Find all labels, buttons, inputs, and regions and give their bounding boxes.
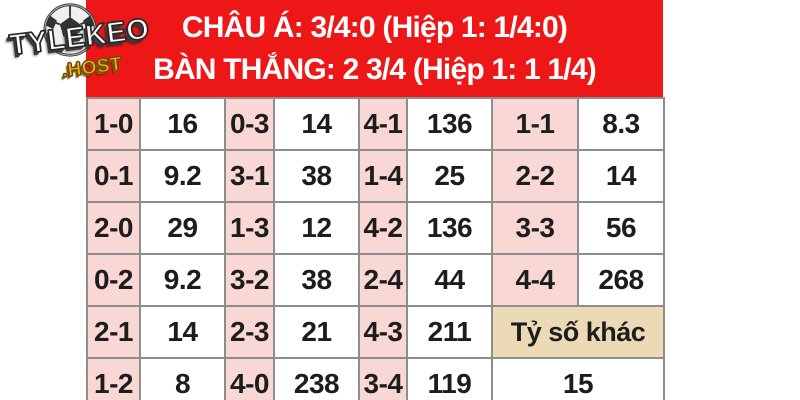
score-cell: 1-1: [491, 97, 579, 151]
table-row: 2-0 29 1-3 12 4-2 136 3-3 56: [86, 201, 665, 255]
score-cell: 2-3: [224, 305, 275, 359]
odds-header-banner: CHÂU Á: 3/4:0 (Hiệp 1: 1/4:0) BÀN THẮNG:…: [86, 0, 663, 97]
odds-cell: 238: [273, 357, 360, 400]
odds-cell: 14: [577, 149, 665, 203]
odds-cell: 38: [273, 253, 360, 307]
score-cell: 0-2: [86, 253, 141, 307]
correct-score-table: 1-0 16 0-3 14 4-1 136 1-1 8.3 0-1 9.2 3-…: [86, 97, 665, 400]
table-row: 1-2 8 4-0 238 3-4 119 15: [86, 357, 665, 400]
score-cell: 1-4: [358, 149, 408, 203]
score-cell: 3-1: [224, 149, 275, 203]
table-row: 0-2 9.2 3-2 38 2-4 44 4-4 268: [86, 253, 665, 307]
score-cell: 3-2: [224, 253, 275, 307]
odds-cell: 21: [273, 305, 360, 359]
table-row: 2-1 14 2-3 21 4-3 211 Tỷ số khác: [86, 305, 665, 359]
brand-suffix-text: .HOST: [60, 53, 124, 82]
score-cell: 2-2: [491, 149, 579, 203]
odds-cell: 268: [577, 253, 665, 307]
odds-cell: 8.3: [577, 97, 665, 151]
score-cell: 1-0: [86, 97, 141, 151]
table-row: 0-1 9.2 3-1 38 1-4 25 2-2 14: [86, 149, 665, 203]
odds-cell: 16: [139, 97, 226, 151]
score-cell: 3-3: [491, 201, 579, 255]
goal-line-text: BÀN THẮNG: 2 3/4 (Hiệp 1: 1 1/4): [153, 52, 597, 86]
score-cell: 1-2: [86, 357, 141, 400]
odds-cell: 29: [139, 201, 226, 255]
soccer-ball-icon: [43, 3, 97, 57]
score-cell: 3-4: [358, 357, 408, 400]
odds-cell: 136: [406, 97, 493, 151]
odds-cell: 25: [406, 149, 493, 203]
other-score-label-cell: Tỷ số khác: [491, 305, 665, 359]
score-cell: 1-3: [224, 201, 275, 255]
odds-cell: 211: [406, 305, 493, 359]
odds-cell: 8: [139, 357, 226, 400]
odds-cell: 56: [577, 201, 665, 255]
odds-cell: 9.2: [139, 253, 226, 307]
score-cell: 4-1: [358, 97, 408, 151]
score-cell: 2-4: [358, 253, 408, 307]
brand-logo: TYLEKEO .HOST: [7, 0, 173, 95]
score-cell: 4-2: [358, 201, 408, 255]
odds-cell: 9.2: [139, 149, 226, 203]
odds-cell: 119: [406, 357, 493, 400]
score-cell: 0-3: [224, 97, 275, 151]
odds-cell: 136: [406, 201, 493, 255]
score-cell: 4-3: [358, 305, 408, 359]
odds-cell: 44: [406, 253, 493, 307]
other-score-odds-cell: 15: [491, 357, 665, 400]
table-row: 1-0 16 0-3 14 4-1 136 1-1 8.3: [86, 97, 665, 151]
score-cell: 0-1: [86, 149, 141, 203]
odds-cell: 14: [139, 305, 226, 359]
odds-cell: 14: [273, 97, 360, 151]
odds-cell: 12: [273, 201, 360, 255]
score-cell: 2-1: [86, 305, 141, 359]
score-cell: 4-4: [491, 253, 579, 307]
score-cell: 4-0: [224, 357, 275, 400]
asian-handicap-text: CHÂU Á: 3/4:0 (Hiệp 1: 1/4:0): [181, 10, 568, 44]
odds-cell: 38: [273, 149, 360, 203]
score-cell: 2-0: [86, 201, 141, 255]
